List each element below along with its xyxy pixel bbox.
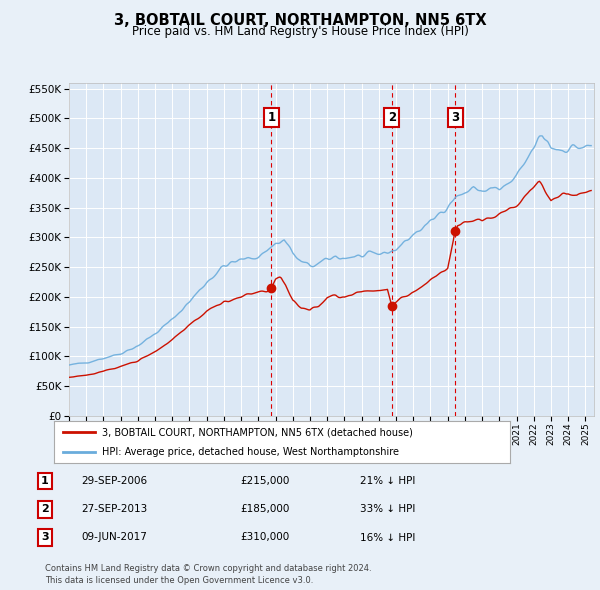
Text: Contains HM Land Registry data © Crown copyright and database right 2024.
This d: Contains HM Land Registry data © Crown c… bbox=[45, 565, 371, 585]
Text: 16% ↓ HPI: 16% ↓ HPI bbox=[360, 533, 415, 542]
Text: 3, BOBTAIL COURT, NORTHAMPTON, NN5 6TX: 3, BOBTAIL COURT, NORTHAMPTON, NN5 6TX bbox=[113, 13, 487, 28]
Text: £215,000: £215,000 bbox=[240, 476, 289, 486]
Text: £310,000: £310,000 bbox=[240, 533, 289, 542]
Text: 1: 1 bbox=[41, 476, 49, 486]
Text: 33% ↓ HPI: 33% ↓ HPI bbox=[360, 504, 415, 514]
Text: 3: 3 bbox=[451, 111, 460, 124]
Text: 09-JUN-2017: 09-JUN-2017 bbox=[81, 533, 147, 542]
Text: 21% ↓ HPI: 21% ↓ HPI bbox=[360, 476, 415, 486]
Text: 3: 3 bbox=[41, 533, 49, 542]
Text: 2: 2 bbox=[41, 504, 49, 514]
Text: £185,000: £185,000 bbox=[240, 504, 289, 514]
Text: 27-SEP-2013: 27-SEP-2013 bbox=[81, 504, 147, 514]
Text: 3, BOBTAIL COURT, NORTHAMPTON, NN5 6TX (detached house): 3, BOBTAIL COURT, NORTHAMPTON, NN5 6TX (… bbox=[102, 427, 413, 437]
Text: HPI: Average price, detached house, West Northamptonshire: HPI: Average price, detached house, West… bbox=[102, 447, 399, 457]
Text: 1: 1 bbox=[267, 111, 275, 124]
Text: 2: 2 bbox=[388, 111, 396, 124]
Text: Price paid vs. HM Land Registry's House Price Index (HPI): Price paid vs. HM Land Registry's House … bbox=[131, 25, 469, 38]
Text: 29-SEP-2006: 29-SEP-2006 bbox=[81, 476, 147, 486]
